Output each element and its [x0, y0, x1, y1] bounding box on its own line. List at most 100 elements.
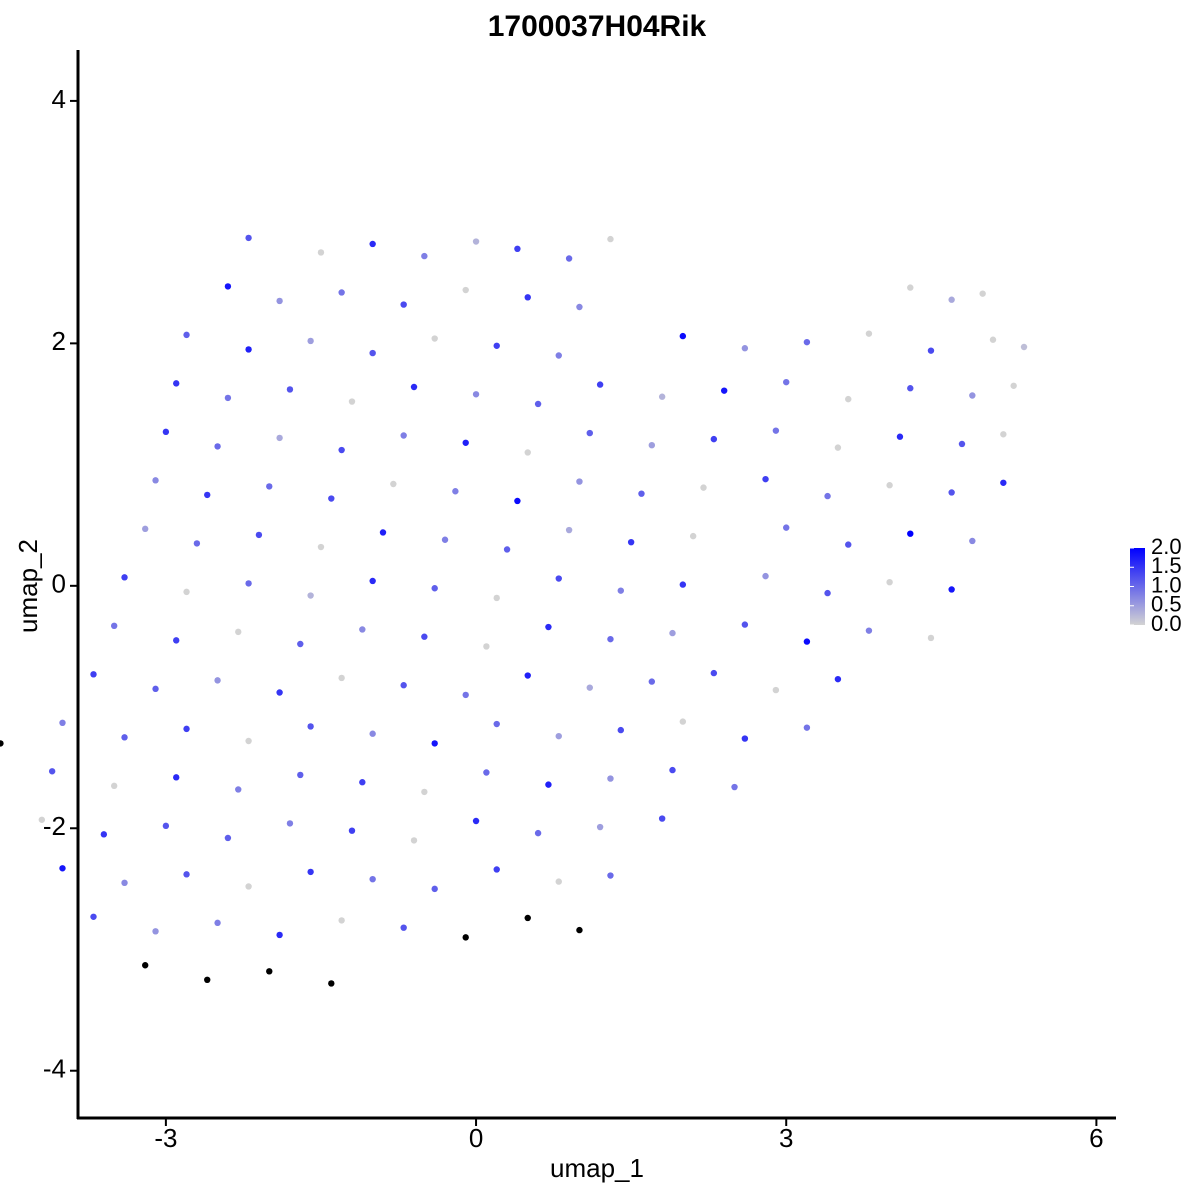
point	[214, 919, 221, 927]
point	[173, 774, 180, 781]
point	[617, 726, 624, 734]
point	[462, 691, 469, 699]
point	[421, 788, 428, 796]
point	[845, 541, 852, 548]
point	[493, 720, 500, 728]
point	[886, 578, 893, 586]
point	[565, 526, 573, 534]
point	[1020, 343, 1028, 351]
point	[193, 540, 201, 547]
point	[369, 875, 376, 883]
point	[607, 872, 614, 879]
point	[173, 637, 180, 644]
point	[245, 234, 252, 242]
point	[555, 575, 562, 582]
point	[555, 878, 562, 885]
y-tick-label: 0	[52, 569, 66, 599]
point	[245, 737, 252, 745]
point	[235, 628, 242, 636]
point	[524, 914, 531, 922]
y-tick-label: 2	[52, 326, 66, 356]
point	[689, 532, 697, 540]
point	[886, 482, 893, 489]
point	[266, 968, 273, 975]
point	[121, 734, 128, 741]
point	[555, 352, 562, 359]
point	[317, 543, 325, 551]
point	[803, 724, 811, 731]
point	[803, 638, 811, 645]
point	[679, 332, 687, 340]
point	[979, 290, 986, 297]
point	[658, 815, 666, 822]
point	[452, 488, 459, 495]
point	[783, 378, 790, 386]
point	[162, 822, 170, 830]
point	[369, 577, 376, 585]
point	[286, 820, 294, 827]
point	[969, 392, 976, 399]
point	[245, 346, 252, 353]
point	[741, 735, 749, 742]
point	[679, 581, 687, 588]
point	[183, 871, 190, 878]
point	[204, 491, 211, 499]
point	[379, 529, 387, 536]
point	[276, 931, 283, 939]
point	[214, 443, 221, 450]
point	[834, 444, 842, 451]
point	[783, 524, 790, 531]
point	[348, 827, 356, 834]
point	[286, 386, 294, 393]
point	[483, 769, 490, 776]
point	[224, 283, 232, 290]
point	[359, 626, 366, 633]
point	[338, 674, 345, 682]
point	[607, 635, 614, 643]
point	[576, 478, 583, 485]
point	[720, 387, 728, 394]
point	[669, 766, 676, 774]
colorbar-tick-label: 2.0	[1151, 534, 1182, 559]
y-tick-label: 4	[52, 84, 66, 114]
point	[907, 385, 914, 392]
colorbar-tick-label: 0.5	[1151, 592, 1182, 617]
point	[142, 962, 149, 969]
point	[245, 580, 252, 587]
point	[462, 439, 469, 446]
point	[100, 831, 108, 838]
point	[431, 585, 438, 592]
point	[731, 783, 738, 791]
point	[1010, 382, 1017, 389]
point	[493, 866, 500, 873]
point	[110, 782, 118, 790]
point	[297, 640, 304, 648]
point	[276, 434, 283, 442]
point	[741, 621, 749, 628]
point	[596, 381, 604, 388]
point	[276, 689, 283, 696]
point	[1000, 479, 1007, 486]
y-tick-label: -4	[43, 1054, 66, 1084]
point	[762, 572, 769, 580]
point	[59, 719, 66, 727]
point	[369, 730, 376, 737]
point	[989, 336, 997, 343]
point	[338, 917, 345, 924]
point	[576, 926, 583, 934]
point	[948, 586, 955, 593]
point	[400, 682, 407, 689]
point	[969, 537, 976, 545]
point	[627, 538, 635, 546]
point	[317, 249, 325, 256]
point	[472, 391, 480, 398]
x-tick-label: 6	[1089, 1123, 1103, 1153]
point	[493, 594, 500, 602]
point	[472, 817, 480, 825]
point	[607, 235, 614, 243]
point	[534, 829, 542, 837]
point	[927, 634, 935, 642]
point	[328, 495, 335, 502]
x-tick-label: -3	[154, 1123, 177, 1153]
